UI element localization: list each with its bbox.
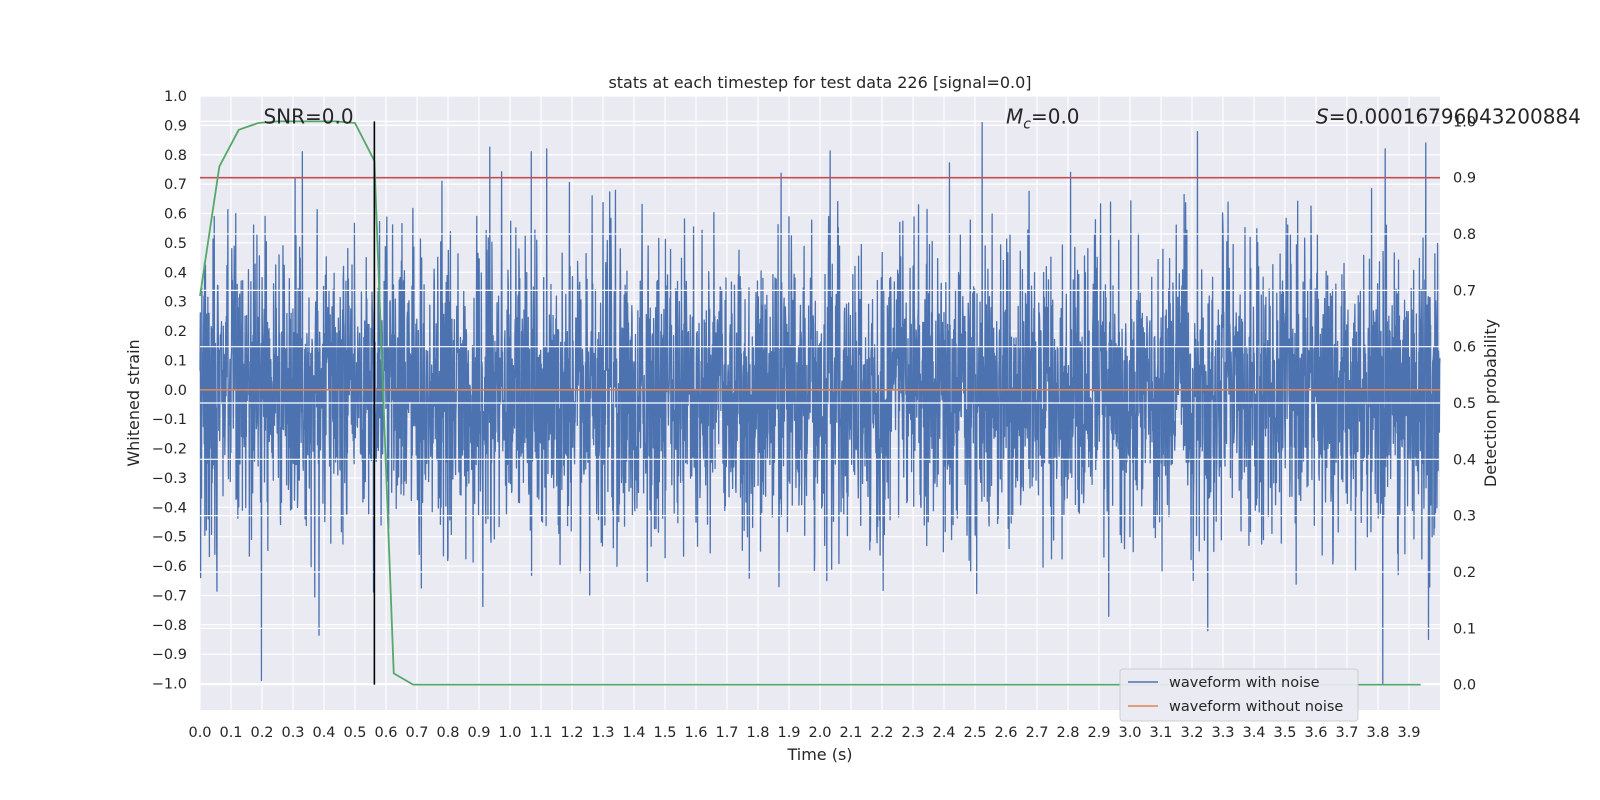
line-detection-probability	[199, 120, 1421, 686]
x-tick-label: 2.6	[994, 725, 1017, 741]
x-tick-label: 0.4	[312, 725, 335, 741]
x-tick-label: 3.8	[1366, 725, 1389, 741]
y-left-tick-label: 0.9	[164, 118, 187, 134]
y-left-tick-label: −0.4	[152, 500, 187, 516]
x-tick-label: 3.5	[1273, 725, 1296, 741]
legend: waveform with noise waveform without noi…	[1119, 668, 1359, 722]
x-tick-label: 0.3	[281, 725, 304, 741]
y-left-tick-label: 0.2	[164, 324, 187, 340]
x-tick-label: 0.6	[374, 725, 397, 741]
x-tick-label: 0.0	[188, 725, 211, 741]
y-right-tick-labels: 1.0 0.9 0.8 0.7 0.6 0.5 0.4 0.3 0.2 0.1 0.0	[1453, 114, 1476, 693]
y-left-tick-label: −0.1	[152, 412, 187, 428]
y-left-tick-label: 0.5	[164, 236, 187, 252]
x-tick-label: 1.6	[684, 725, 707, 741]
y-left-tick-label: −0.6	[152, 559, 187, 575]
y-left-tick-labels: 1.0 0.9 0.8 0.7 0.6 0.5 0.4 0.3 0.2 0.1 0.0 −0.1 −0.…	[152, 89, 187, 693]
y-left-tick-label: −0.9	[152, 647, 187, 663]
x-tick-label: 1.1	[529, 725, 552, 741]
legend-label-waveform-with-noise: waveform with noise	[1169, 675, 1320, 691]
x-tick-label: 2.4	[932, 725, 955, 741]
x-tick-label: 3.2	[1180, 725, 1203, 741]
x-tick-label: 0.5	[343, 725, 366, 741]
x-tick-label: 0.7	[405, 725, 428, 741]
annotation-snr: SNR=0.0	[263, 105, 353, 129]
annotation-s: S=0.00016796043200884	[1316, 105, 1581, 129]
x-axis-label: Time (s)	[786, 745, 852, 764]
y-left-tick-label: 0.4	[164, 265, 187, 281]
annotations: SNR=0.0 Mc=0.0 S=0.00016796043200884	[263, 105, 1580, 133]
x-tick-label: 0.2	[250, 725, 273, 741]
y-right-tick-label: 0.4	[1453, 452, 1476, 468]
x-tick-label: 1.0	[498, 725, 521, 741]
chart-title: stats at each timestep for test data 226…	[608, 73, 1031, 92]
y-right-tick-label: 0.7	[1453, 283, 1476, 299]
annotation-mc: Mc=0.0	[1006, 105, 1080, 133]
x-tick-label: 2.8	[1056, 725, 1079, 741]
x-tick-label: 2.3	[901, 725, 924, 741]
x-tick-label: 1.7	[715, 725, 738, 741]
x-tick-label: 0.8	[436, 725, 459, 741]
y-left-tick-label: −0.5	[152, 530, 187, 546]
x-tick-label: 1.3	[591, 725, 614, 741]
y-left-tick-label: 0.0	[164, 383, 187, 399]
series-detection-probability	[199, 120, 1421, 686]
x-tick-label: 2.1	[839, 725, 862, 741]
y-right-tick-label: 0.3	[1453, 509, 1476, 525]
y-left-tick-label: 0.3	[164, 295, 187, 311]
y-left-tick-label: −1.0	[152, 677, 187, 693]
y-right-tick-label: 1.0	[1453, 114, 1476, 130]
x-tick-label: 3.4	[1242, 725, 1265, 741]
y-left-tick-label: 0.1	[164, 353, 187, 369]
y-right-tick-label: 0.2	[1453, 565, 1476, 581]
x-tick-label: 2.2	[870, 725, 893, 741]
x-tick-label: 2.9	[1087, 725, 1110, 741]
x-tick-label: 0.1	[219, 725, 242, 741]
x-tick-label: 2.0	[808, 725, 831, 741]
legend-box	[1119, 668, 1359, 722]
x-tick-label: 2.5	[963, 725, 986, 741]
y-left-tick-label: −0.2	[152, 442, 187, 458]
y-right-tick-label: 0.5	[1453, 396, 1476, 412]
x-tick-label: 3.7	[1335, 725, 1358, 741]
y-left-tick-label: −0.8	[152, 618, 187, 634]
legend-label-waveform-without-noise: waveform without noise	[1169, 699, 1343, 715]
x-tick-label: 1.4	[622, 725, 645, 741]
x-tick-label: 1.8	[746, 725, 769, 741]
y-right-tick-label: 0.8	[1453, 227, 1476, 243]
line-waveform-with-noise	[199, 121, 1441, 685]
x-tick-label: 1.2	[560, 725, 583, 741]
y-right-tick-label: 0.6	[1453, 340, 1476, 356]
x-tick-label: 3.1	[1149, 725, 1172, 741]
x-tick-label: 3.3	[1211, 725, 1234, 741]
y-left-tick-label: 0.8	[164, 148, 187, 164]
y-left-tick-label: 1.0	[164, 89, 187, 105]
y-right-tick-label: 0.0	[1453, 678, 1476, 694]
y-left-tick-label: −0.7	[152, 588, 187, 604]
y-axis-label-right: Detection probability	[1481, 319, 1500, 487]
y-left-tick-label: 0.6	[164, 207, 187, 223]
x-tick-label: 0.9	[467, 725, 490, 741]
x-tick-label: 3.6	[1304, 725, 1327, 741]
y-axis-label-left: Whitened strain	[124, 339, 143, 466]
x-tick-label: 3.9	[1397, 725, 1420, 741]
y-right-tick-label: 0.1	[1453, 621, 1476, 637]
y-right-tick-label: 0.9	[1453, 171, 1476, 187]
y-left-tick-label: 0.7	[164, 177, 187, 193]
y-left-tick-label: −0.3	[152, 471, 187, 487]
x-tick-label: 1.9	[777, 725, 800, 741]
x-tick-label: 3.0	[1118, 725, 1141, 741]
x-tick-labels: 0.0 0.1 0.2 0.3 0.4 0.5 0.6 0.7 0.8 0.9 1.0 1.1 1.2 1…	[188, 725, 1420, 741]
x-tick-label: 1.5	[653, 725, 676, 741]
series-waveform-with-noise	[199, 121, 1441, 685]
x-tick-label: 2.7	[1025, 725, 1048, 741]
